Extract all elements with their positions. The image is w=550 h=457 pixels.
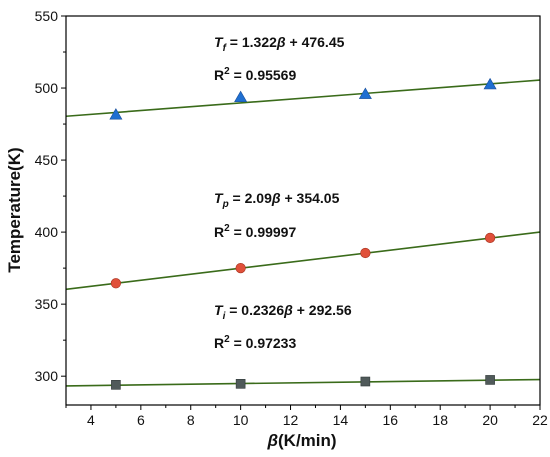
fit-line-0 xyxy=(65,79,541,118)
x-tick-label: 14 xyxy=(333,412,349,428)
data-point-square xyxy=(235,379,246,389)
x-tick-label: 8 xyxy=(187,412,195,428)
data-point-triangle xyxy=(483,77,497,90)
x-tick-label: 20 xyxy=(482,412,498,428)
data-point-triangle xyxy=(234,90,248,103)
x-tick-label: 16 xyxy=(383,412,399,428)
data-point-circle xyxy=(485,232,496,243)
y-tick-label: 500 xyxy=(35,80,59,96)
x-tick-label: 10 xyxy=(233,412,249,428)
equation-label-tf: Tf = 1.322β + 476.45 xyxy=(214,34,345,54)
r-squared-label-ti: R2 = 0.97233 xyxy=(214,334,296,351)
data-point-square xyxy=(485,375,495,385)
x-tick-label: 12 xyxy=(283,412,299,428)
x-tick-label: 22 xyxy=(532,412,548,428)
data-point-triangle xyxy=(358,87,372,99)
equation-label-tp: Tp = 2.09β + 354.05 xyxy=(214,190,340,210)
x-tick-label: 6 xyxy=(137,412,145,428)
annotations: Temperature(K) β(K/min) Tf = 1.322β + 47… xyxy=(5,34,352,450)
data-point-square xyxy=(360,376,371,387)
data-point-triangle xyxy=(109,108,123,120)
y-tick-label: 450 xyxy=(35,152,59,168)
axes: 4 6 8 10 12 14 16 18 20 22 300 350 400 450 500 550 xyxy=(35,8,548,428)
x-tick-label: 18 xyxy=(432,412,448,428)
x-axis-label: β(K/min) xyxy=(266,431,336,450)
fit-line-1 xyxy=(65,231,541,291)
plot-frame xyxy=(65,15,541,406)
data-point-circle xyxy=(235,263,246,274)
x-axis-label-symbol: β xyxy=(266,431,278,450)
y-tick-label: 300 xyxy=(35,368,59,384)
y-axis-label: Temperature(K) xyxy=(5,147,24,272)
y-tick-label: 550 xyxy=(35,8,59,24)
data-point-square xyxy=(111,380,121,390)
plot-area xyxy=(65,77,541,390)
y-tick-label: 400 xyxy=(35,224,59,240)
x-tick-label: 4 xyxy=(87,412,95,428)
r-squared-label-tf: R2 = 0.95569 xyxy=(214,66,296,83)
x-axis-label-unit: (K/min) xyxy=(278,431,337,450)
data-point-circle xyxy=(110,278,121,289)
y-tick-label: 350 xyxy=(35,296,59,312)
r-squared-label-tp: R2 = 0.99997 xyxy=(214,223,296,240)
equation-label-ti: Ti = 0.2326β + 292.56 xyxy=(214,302,352,322)
fit-line-2 xyxy=(65,378,541,387)
data-point-circle xyxy=(360,247,371,259)
